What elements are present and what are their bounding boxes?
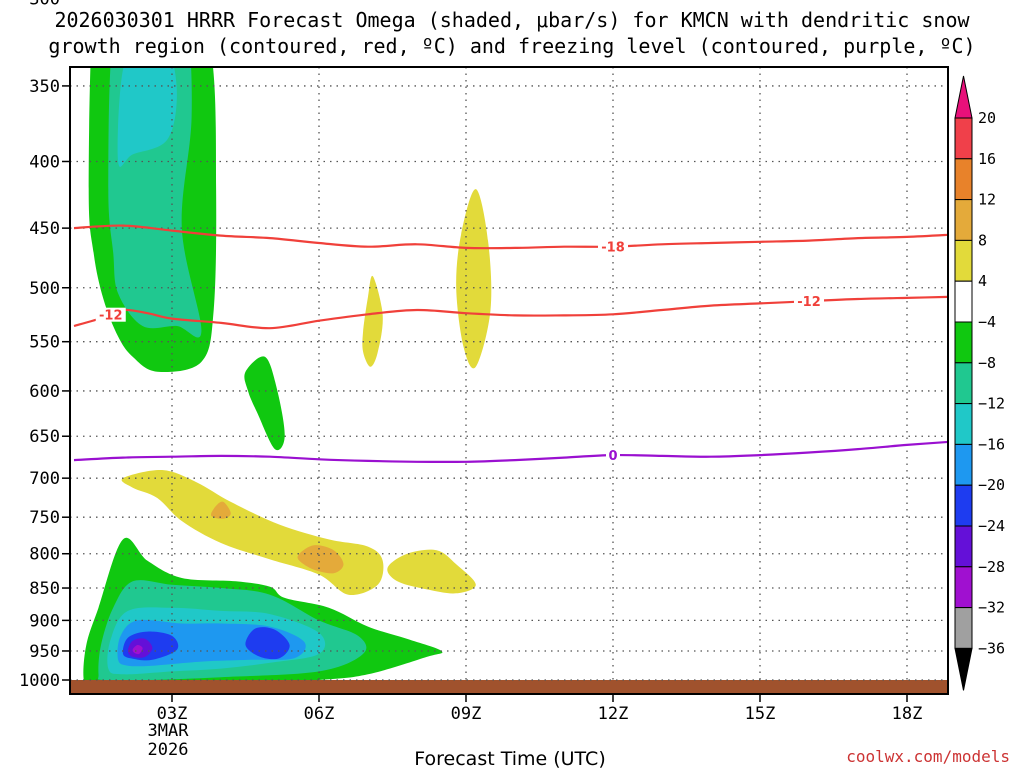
y-tick-label: 750 bbox=[29, 508, 60, 528]
omega-minus-4-mid bbox=[244, 356, 285, 451]
dgz-minus-18-label-bg bbox=[598, 239, 628, 254]
x-tick-label: 15Z bbox=[745, 704, 776, 724]
colorbar-label: −36 bbox=[978, 639, 1005, 657]
dgz-minus-12-label: -12 bbox=[99, 309, 123, 324]
omega-plus-8-a bbox=[210, 501, 231, 519]
colorbar-arrow-top bbox=[954, 75, 973, 119]
y-tick-label: 1000 bbox=[19, 671, 60, 691]
y-tick-label: 350 bbox=[29, 77, 60, 97]
chart-title-line2: growth region (contoured, red, ºC) and f… bbox=[48, 34, 975, 58]
colorbar-label: −12 bbox=[978, 395, 1005, 413]
colorbar-legend: 20 16 12 8 4 −4 −8 −12 −16 −20 −24 −28 −32 −36 bbox=[954, 75, 1005, 691]
colorbar-label: −20 bbox=[978, 476, 1005, 494]
chart-title-line1: 2026030301 HRRR Forecast Omega (shaded, … bbox=[54, 8, 970, 32]
y-tick-label: 500 bbox=[29, 279, 60, 299]
y-tick-label: 650 bbox=[29, 427, 60, 447]
y-tick-label: 450 bbox=[29, 219, 60, 239]
y-tick-label: 950 bbox=[29, 642, 60, 662]
y-tick-label: 700 bbox=[29, 469, 60, 489]
date-label-month: 3MAR bbox=[148, 721, 190, 741]
omega-shaded-regions bbox=[83, 67, 492, 688]
ground-bar bbox=[70, 680, 948, 694]
gridlines bbox=[70, 67, 948, 681]
x-tick-label: 09Z bbox=[451, 704, 482, 724]
dgz-minus-12-label-bg bbox=[95, 307, 126, 322]
x-axis-title: Forecast Time (UTC) bbox=[414, 748, 605, 768]
colorbar-label: 20 bbox=[978, 109, 996, 127]
y-tick-label: 300 bbox=[29, 0, 60, 10]
freezing-level-0-label-bg bbox=[606, 448, 620, 463]
colorbar-label: −28 bbox=[978, 558, 1005, 576]
colorbar-label: 8 bbox=[978, 231, 987, 249]
x-tick-label: 18Z bbox=[892, 704, 923, 724]
colorbar-bin bbox=[954, 566, 973, 609]
omega-plus-4-upper-b bbox=[456, 189, 492, 369]
omega-plus-8-b bbox=[297, 545, 344, 574]
pressure-axis: 2503003504004505005506006507007508008509… bbox=[19, 0, 70, 691]
colorbar-label: −16 bbox=[978, 435, 1005, 453]
colorbar-label: −24 bbox=[978, 517, 1005, 535]
y-tick-label: 850 bbox=[29, 579, 60, 599]
x-tick-label: 06Z bbox=[304, 704, 335, 724]
colorbar-bin bbox=[954, 158, 973, 201]
omega-plus-4-east bbox=[387, 549, 476, 594]
plot-frame bbox=[69, 66, 949, 695]
x-tick-label: 03Z bbox=[157, 704, 188, 724]
temperature-contours: -18 -12 -12 0 bbox=[73, 224, 948, 464]
colorbar-label: 12 bbox=[978, 191, 996, 209]
colorbar-bin bbox=[954, 525, 973, 568]
colorbar-label: 16 bbox=[978, 150, 996, 168]
colorbar-bin bbox=[954, 484, 973, 527]
omega-minus-12-upper bbox=[117, 67, 177, 167]
colorbar-bin bbox=[954, 199, 973, 241]
dgz-minus-12-label-bg bbox=[794, 294, 824, 309]
colorbar-bin bbox=[954, 362, 973, 405]
y-tick-label: 400 bbox=[29, 152, 60, 172]
y-tick-label: 600 bbox=[29, 382, 60, 402]
colorbar-bin bbox=[954, 280, 973, 323]
credit-text: coolwx.com/models bbox=[846, 747, 1010, 766]
colorbar-arrow-bottom bbox=[954, 647, 973, 691]
y-tick-label: 800 bbox=[29, 545, 60, 565]
time-axis: 03Z 06Z 09Z 12Z 15Z 18Z bbox=[157, 694, 923, 724]
x-tick-label: 12Z bbox=[598, 704, 629, 724]
colorbar-bin bbox=[954, 443, 973, 486]
date-label-year: 2026 bbox=[148, 740, 189, 760]
colorbar-bin bbox=[954, 403, 973, 445]
omega-minus-28-low bbox=[132, 644, 143, 655]
colorbar-label: −32 bbox=[978, 599, 1005, 617]
dgz-minus-18-label: -18 bbox=[601, 241, 625, 256]
colorbar-label: −4 bbox=[978, 313, 996, 331]
omega-plus-4-upper-a bbox=[362, 275, 383, 367]
colorbar-label: −8 bbox=[978, 354, 996, 372]
freezing-level-0-line bbox=[73, 440, 948, 464]
colorbar-bin bbox=[954, 321, 973, 364]
freezing-level-0-label: 0 bbox=[608, 449, 617, 464]
colorbar-bin bbox=[954, 239, 973, 282]
colorbar-bin bbox=[954, 117, 973, 160]
y-tick-label: 550 bbox=[29, 333, 60, 353]
colorbar-bin bbox=[954, 607, 973, 649]
plot-area: -18 -12 -12 0 bbox=[69, 66, 949, 695]
y-tick-label: 900 bbox=[29, 611, 60, 631]
dgz-minus-12-label: -12 bbox=[797, 295, 821, 310]
colorbar-label: 4 bbox=[978, 272, 987, 290]
dgz-minus-18-line bbox=[73, 224, 948, 250]
